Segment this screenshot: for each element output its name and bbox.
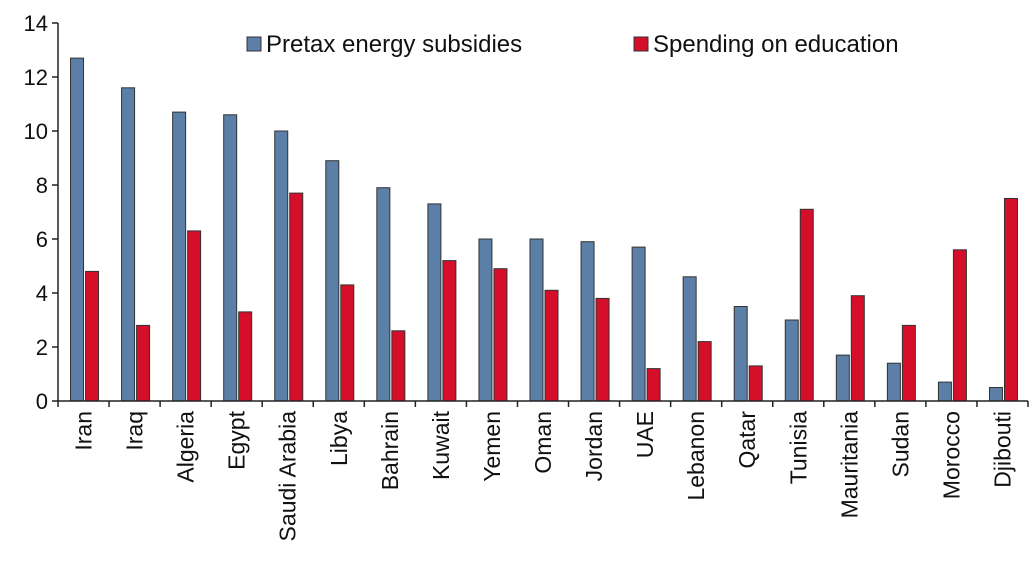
bar-spending-on-education (748, 365, 763, 402)
bar-spending-on-education (391, 330, 406, 402)
x-category-label: Jordan (581, 411, 607, 481)
bar-spending-on-education (85, 270, 100, 402)
bar-spending-on-education (340, 284, 355, 402)
x-category-label: Kuwait (428, 410, 454, 480)
y-tick-label: 4 (36, 281, 48, 306)
y-tick-label: 12 (24, 65, 48, 90)
bar-spending-on-education (952, 249, 967, 402)
bar-spending-on-education (799, 208, 814, 402)
x-category-label: Egypt (224, 410, 250, 469)
x-category-label: Iran (71, 411, 97, 451)
bar-pretax-energy-subsidies (427, 203, 442, 402)
bar-pretax-energy-subsidies (70, 57, 85, 402)
bar-spending-on-education (697, 341, 712, 402)
x-category-label: Qatar (734, 411, 760, 469)
bar-pretax-energy-subsidies (937, 381, 952, 402)
bar-pretax-energy-subsidies (835, 354, 850, 402)
bar-spending-on-education (646, 368, 661, 402)
x-category-label: Sudan (887, 411, 913, 478)
bar-pretax-energy-subsidies (172, 111, 187, 402)
x-category-label: Saudi Arabia (275, 411, 301, 542)
x-category-label: Lebanon (683, 411, 709, 501)
bar-spending-on-education (901, 324, 916, 402)
bar-pretax-energy-subsidies (121, 87, 136, 402)
x-category-label: Oman (530, 411, 556, 474)
bar-pretax-energy-subsidies (988, 387, 1003, 402)
bar-pretax-energy-subsidies (529, 238, 544, 402)
bar-spending-on-education (1003, 198, 1018, 402)
bars (70, 57, 1018, 402)
bar-pretax-energy-subsidies (478, 238, 493, 402)
x-category-label: Djibouti (989, 411, 1015, 488)
y-tick-label: 14 (24, 11, 48, 36)
y-tick-label: 2 (36, 335, 48, 360)
y-tick-label: 6 (36, 227, 48, 252)
bar-pretax-energy-subsidies (733, 306, 748, 402)
x-category-label: Yemen (479, 411, 505, 482)
bar-spending-on-education (493, 268, 508, 402)
bar-pretax-energy-subsidies (274, 130, 289, 402)
bar-spending-on-education (442, 260, 457, 402)
legend-label-pretax: Pretax energy subsidies (266, 31, 522, 58)
x-category-label: Libya (326, 411, 352, 466)
bar-spending-on-education (238, 311, 253, 402)
bar-pretax-energy-subsidies (886, 362, 901, 402)
bar-pretax-energy-subsidies (376, 187, 391, 402)
y-tick-label: 8 (36, 173, 48, 198)
bar-spending-on-education (850, 295, 865, 402)
x-category-label: Algeria (173, 411, 199, 483)
x-axis: Iran Iraq Algeria Egypt Saudi Arabia Libya Bah… (57, 400, 1029, 542)
x-category-label: UAE (632, 411, 658, 458)
y-axis: 0 2 4 6 8 10 12 14 (24, 11, 59, 414)
bar-spending-on-education (544, 289, 559, 402)
x-category-label: Bahrain (377, 411, 403, 490)
bar-spending-on-education (187, 230, 202, 402)
bar-spending-on-education (595, 297, 610, 402)
legend-swatch-education (633, 36, 649, 52)
x-category-label: Tunisia (785, 411, 811, 484)
bar-pretax-energy-subsidies (631, 246, 646, 402)
bar-pretax-energy-subsidies (223, 114, 238, 402)
x-category-label: Morocco (938, 411, 964, 499)
y-tick-label: 10 (24, 119, 48, 144)
legend: Pretax energy subsidies Spending on educ… (246, 31, 899, 58)
y-tick-label: 0 (36, 389, 48, 414)
bar-spending-on-education (136, 324, 151, 402)
legend-swatch-pretax (246, 36, 262, 52)
x-category-label: Iraq (122, 411, 148, 451)
bar-spending-on-education (289, 192, 304, 402)
bar-pretax-energy-subsidies (784, 319, 799, 402)
bar-pretax-energy-subsidies (580, 241, 595, 402)
legend-label-education: Spending on education (653, 31, 899, 58)
x-category-label: Mauritania (836, 411, 862, 519)
bar-pretax-energy-subsidies (325, 160, 340, 402)
bar-pretax-energy-subsidies (682, 276, 697, 402)
